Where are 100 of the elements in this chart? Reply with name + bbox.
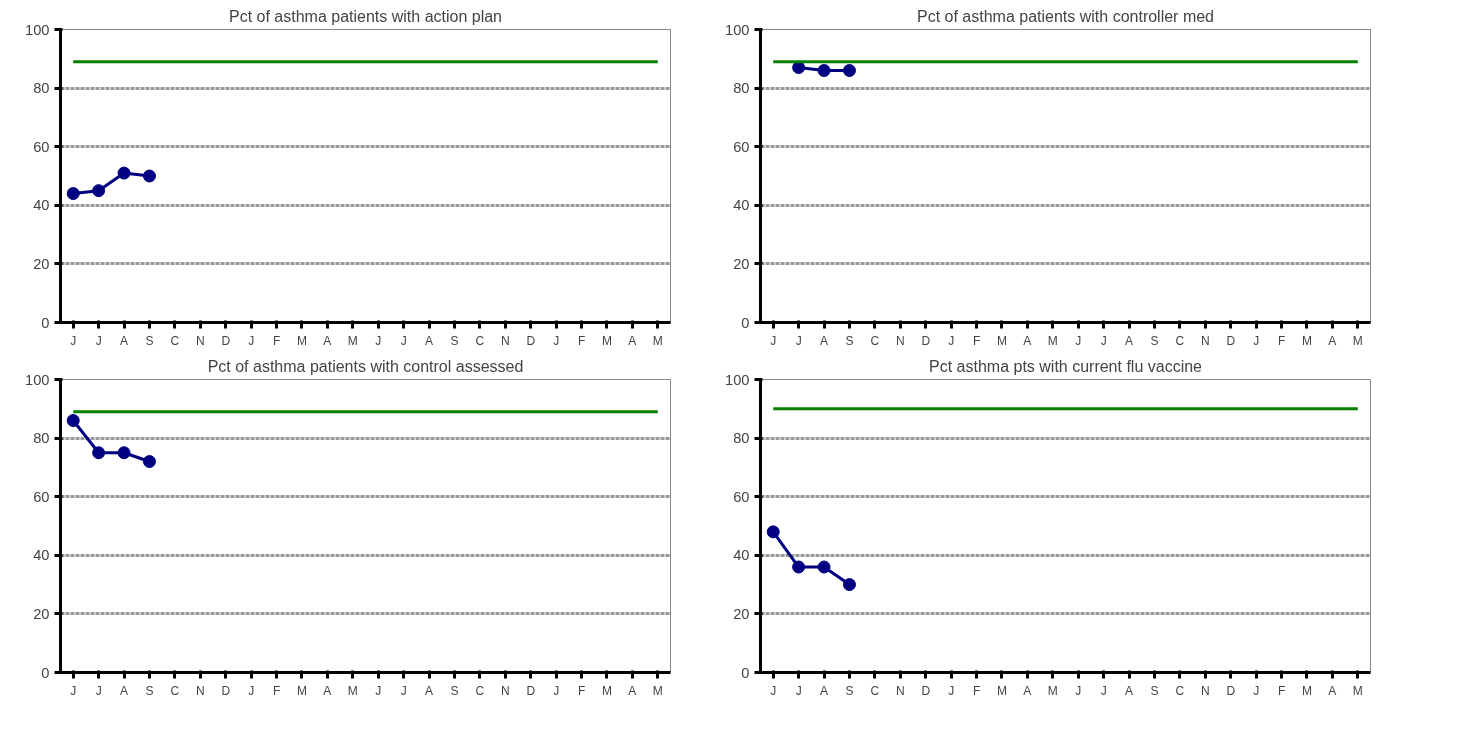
x-tick-label: M xyxy=(1301,683,1312,698)
x-tick-label: C xyxy=(1175,333,1185,348)
x-tick-label: J xyxy=(795,683,802,698)
x-tick-label: C xyxy=(1175,683,1185,698)
y-tick-label: 40 xyxy=(33,197,50,214)
x-tick-label: D xyxy=(921,683,931,698)
x-tick-label: F xyxy=(972,683,981,698)
x-tick-label: M xyxy=(652,333,663,348)
x-tick-label: A xyxy=(1125,333,1134,348)
x-tick-label: S xyxy=(450,333,459,348)
x-tick-label: J xyxy=(1253,683,1260,698)
y-tick-label: 100 xyxy=(25,371,50,388)
x-tick-label: J xyxy=(400,333,407,348)
x-tick-label: M xyxy=(296,683,307,698)
x-tick-label: M xyxy=(996,683,1007,698)
x-tick-label: A xyxy=(628,333,637,348)
y-tick-label: 60 xyxy=(33,488,50,505)
x-tick-label: J xyxy=(95,683,102,698)
chart-title: Pct of asthma patients with control assessed xyxy=(207,357,524,375)
x-tick-label: J xyxy=(375,683,382,698)
x-tick-label: A xyxy=(820,333,829,348)
x-tick-label: M xyxy=(347,683,358,698)
y-tick-label: 40 xyxy=(733,197,750,214)
y-tick-label: 20 xyxy=(733,255,750,272)
y-tick-label: 0 xyxy=(741,664,750,681)
x-tick-label: S xyxy=(1150,333,1159,348)
y-tick-label: 80 xyxy=(33,430,50,447)
x-tick-label: S xyxy=(845,333,854,348)
x-tick-label: A xyxy=(323,683,332,698)
x-tick-label: F xyxy=(1277,333,1286,348)
x-tick-label: M xyxy=(1047,333,1058,348)
x-tick-label: C xyxy=(170,683,180,698)
x-tick-label: N xyxy=(895,333,905,348)
x-tick-label: J xyxy=(1100,333,1107,348)
x-tick-label: N xyxy=(195,683,205,698)
y-tick-label: 80 xyxy=(733,80,750,97)
x-tick-label: N xyxy=(1200,683,1210,698)
y-tick-label: 0 xyxy=(41,664,50,681)
x-tick-label: S xyxy=(145,683,154,698)
x-tick-label: C xyxy=(170,333,180,348)
x-tick-label: J xyxy=(948,333,955,348)
x-tick-label: C xyxy=(870,333,880,348)
x-tick-label: J xyxy=(948,683,955,698)
x-tick-label: J xyxy=(770,683,777,698)
x-tick-label: J xyxy=(1100,683,1107,698)
x-tick-label: F xyxy=(272,333,281,348)
y-tick-label: 60 xyxy=(33,138,50,155)
x-tick-label: J xyxy=(248,683,255,698)
y-tick-label: 20 xyxy=(733,605,750,622)
y-tick-label: 80 xyxy=(733,430,750,447)
x-tick-label: S xyxy=(845,683,854,698)
x-tick-label: A xyxy=(1328,333,1337,348)
x-tick-label: J xyxy=(70,333,77,348)
x-tick-label: N xyxy=(895,683,905,698)
x-tick-label: M xyxy=(601,333,612,348)
x-tick-label: A xyxy=(1023,333,1032,348)
x-tick-label: N xyxy=(500,333,510,348)
x-tick-label: M xyxy=(1352,683,1363,698)
x-tick-label: J xyxy=(400,683,407,698)
y-tick-label: 60 xyxy=(733,138,750,155)
x-tick-label: M xyxy=(601,683,612,698)
x-tick-label: D xyxy=(526,683,536,698)
x-tick-label: J xyxy=(1075,683,1082,698)
x-tick-label: A xyxy=(1023,683,1032,698)
y-tick-label: 40 xyxy=(33,547,50,564)
x-tick-label: M xyxy=(1352,333,1363,348)
x-tick-label: F xyxy=(1277,683,1286,698)
x-tick-label: D xyxy=(526,333,536,348)
y-tick-label: 0 xyxy=(41,314,50,331)
x-tick-label: J xyxy=(70,683,77,698)
x-tick-label: J xyxy=(375,333,382,348)
y-tick-label: 100 xyxy=(725,21,750,38)
x-tick-label: J xyxy=(1075,333,1082,348)
y-tick-label: 80 xyxy=(33,80,50,97)
chart-title: Pct asthma pts with current flu vaccine xyxy=(929,357,1203,375)
x-tick-label: M xyxy=(1047,683,1058,698)
x-tick-label: S xyxy=(450,683,459,698)
y-tick-label: 100 xyxy=(725,371,750,388)
x-tick-label: A xyxy=(425,333,434,348)
x-tick-label: F xyxy=(577,333,586,348)
x-tick-label: D xyxy=(221,683,231,698)
x-tick-label: M xyxy=(347,333,358,348)
x-tick-label: D xyxy=(921,333,931,348)
x-tick-label: C xyxy=(475,333,485,348)
x-tick-label: D xyxy=(221,333,231,348)
x-tick-label: J xyxy=(95,333,102,348)
y-tick-label: 0 xyxy=(741,314,750,331)
x-tick-label: A xyxy=(820,683,829,698)
x-tick-label: F xyxy=(577,683,586,698)
x-tick-label: A xyxy=(120,683,129,698)
x-tick-label: J xyxy=(1253,333,1260,348)
x-tick-label: S xyxy=(1150,683,1159,698)
x-tick-label: J xyxy=(795,333,802,348)
x-tick-label: M xyxy=(296,333,307,348)
x-tick-label: C xyxy=(870,683,880,698)
chart-title: Pct of asthma patients with action plan xyxy=(228,7,503,25)
chart-title: Pct of asthma patients with controller med xyxy=(916,7,1215,25)
x-tick-label: F xyxy=(972,333,981,348)
x-tick-label: D xyxy=(1226,683,1236,698)
x-tick-label: A xyxy=(120,333,129,348)
